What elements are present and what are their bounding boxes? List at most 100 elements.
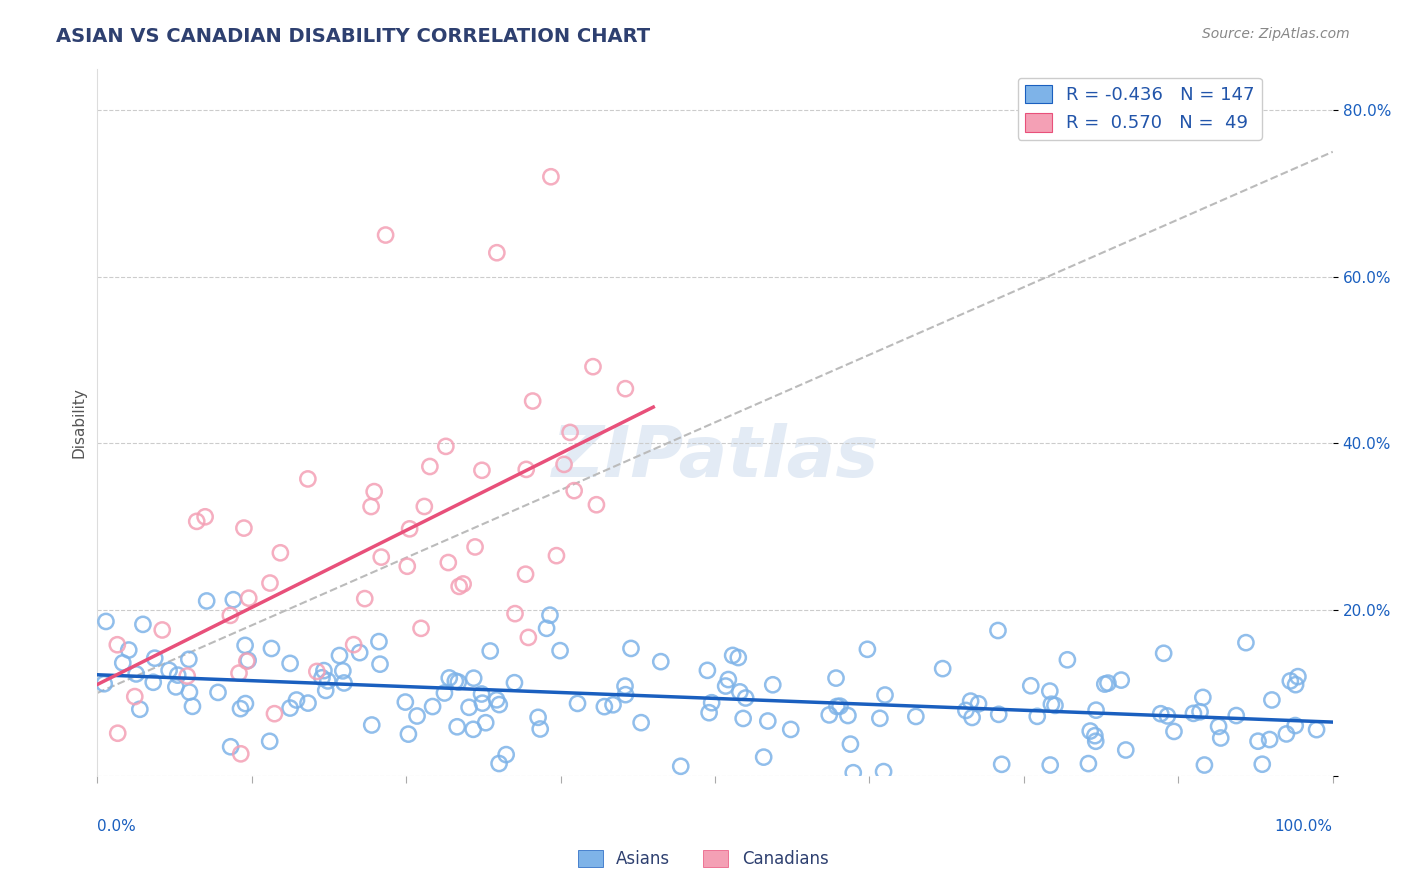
Point: [538, 608, 561, 623]
Point: [1194, 758, 1216, 772]
Point: [1234, 635, 1257, 649]
Point: [439, 671, 461, 685]
Point: [728, 685, 751, 699]
Point: [259, 576, 281, 591]
Point: [422, 699, 444, 714]
Point: [449, 579, 471, 593]
Point: [1284, 718, 1306, 732]
Point: [413, 500, 436, 514]
Point: [1043, 698, 1066, 713]
Point: [474, 715, 496, 730]
Point: [700, 696, 723, 710]
Point: [471, 463, 494, 477]
Point: [1275, 727, 1298, 741]
Point: [207, 685, 229, 699]
Point: [446, 720, 468, 734]
Point: [567, 697, 589, 711]
Point: [479, 644, 502, 658]
Point: [464, 540, 486, 554]
Point: [470, 687, 492, 701]
Point: [529, 722, 551, 736]
Point: [229, 701, 252, 715]
Point: [990, 757, 1012, 772]
Point: [142, 675, 165, 690]
Point: [734, 691, 756, 706]
Point: [406, 709, 429, 723]
Point: [374, 227, 396, 242]
Point: [269, 546, 291, 560]
Point: [485, 693, 508, 707]
Point: [485, 245, 508, 260]
Point: [107, 726, 129, 740]
Point: [285, 693, 308, 707]
Point: [1084, 734, 1107, 748]
Point: [630, 715, 652, 730]
Point: [614, 688, 637, 702]
Point: [181, 699, 204, 714]
Point: [517, 631, 540, 645]
Point: [124, 690, 146, 704]
Point: [536, 621, 558, 635]
Point: [228, 666, 250, 681]
Point: [118, 643, 141, 657]
Point: [1258, 732, 1281, 747]
Point: [1279, 673, 1302, 688]
Point: [447, 675, 470, 690]
Point: [166, 668, 188, 682]
Point: [828, 699, 851, 714]
Point: [1109, 673, 1132, 687]
Point: [238, 591, 260, 606]
Point: [548, 643, 571, 657]
Point: [955, 703, 977, 717]
Point: [297, 472, 319, 486]
Point: [1078, 724, 1101, 739]
Point: [176, 669, 198, 683]
Point: [558, 425, 581, 440]
Point: [143, 651, 166, 665]
Point: [503, 675, 526, 690]
Point: [904, 709, 927, 723]
Point: [515, 462, 537, 476]
Point: [1209, 731, 1232, 745]
Point: [1163, 724, 1185, 739]
Point: [105, 638, 128, 652]
Point: [219, 608, 242, 623]
Point: [1040, 697, 1063, 711]
Point: [315, 683, 337, 698]
Point: [419, 459, 441, 474]
Point: [1225, 708, 1247, 723]
Point: [1085, 703, 1108, 717]
Point: [236, 654, 259, 668]
Point: [471, 696, 494, 710]
Point: [987, 624, 1010, 638]
Point: [195, 594, 218, 608]
Point: [546, 549, 568, 563]
Point: [333, 676, 356, 690]
Point: [353, 591, 375, 606]
Point: [1156, 709, 1178, 723]
Point: [1115, 743, 1137, 757]
Point: [527, 710, 550, 724]
Point: [1286, 670, 1309, 684]
Point: [370, 550, 392, 565]
Point: [837, 708, 859, 723]
Point: [1077, 756, 1099, 771]
Point: [311, 671, 333, 685]
Point: [779, 723, 801, 737]
Point: [332, 664, 354, 678]
Text: 0.0%: 0.0%: [97, 819, 136, 834]
Point: [714, 679, 737, 693]
Point: [1284, 678, 1306, 692]
Point: [1153, 646, 1175, 660]
Point: [503, 607, 526, 621]
Point: [235, 697, 257, 711]
Point: [93, 677, 115, 691]
Point: [488, 756, 510, 771]
Point: [278, 701, 301, 715]
Point: [515, 567, 537, 582]
Point: [360, 718, 382, 732]
Point: [697, 706, 720, 720]
Point: [94, 615, 117, 629]
Legend: R = -0.436   N = 147, R =  0.570   N =  49: R = -0.436 N = 147, R = 0.570 N = 49: [1018, 78, 1263, 140]
Point: [177, 652, 200, 666]
